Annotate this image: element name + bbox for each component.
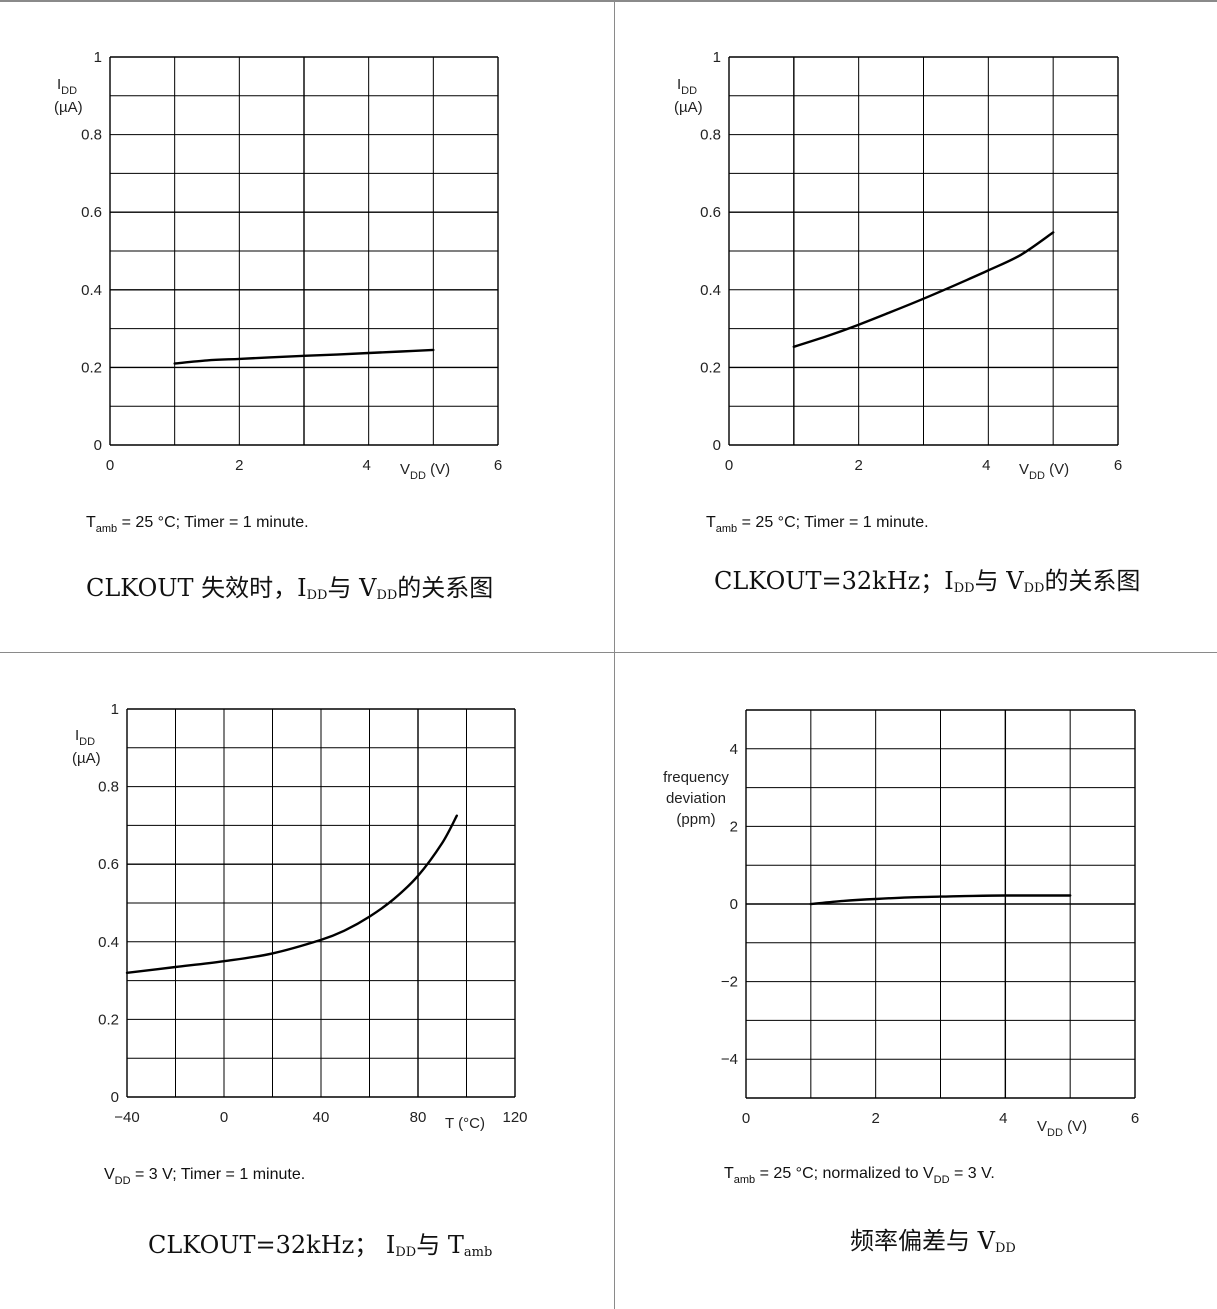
chart-2-ylabel: IDD (677, 76, 697, 97)
chart-2-x-tick-labels: 0 2 4 6 (725, 457, 1122, 474)
y-tick-label: 0.8 (700, 127, 721, 144)
x-tick-label: 40 (313, 1109, 330, 1126)
chart-idd-vs-tamb: −40 0 40 80 120 0 0.2 0.4 0.6 0.8 1 IDD (µA) T (°C… (72, 701, 528, 1260)
chart-3-x-tick-labels: −40 0 40 80 120 (114, 1109, 527, 1126)
y-tick-label: 0 (730, 896, 738, 913)
y-tick-label: −4 (721, 1051, 738, 1068)
chart-2-xlabel: VDD (V) (1019, 461, 1069, 482)
chart-3-series-line (125, 814, 458, 974)
y-tick-label: 0 (94, 437, 102, 454)
y-tick-label: 0.8 (81, 127, 102, 144)
chart-2-grid (728, 56, 1119, 446)
y-tick-label: −2 (721, 974, 738, 991)
chart-4-xlabel: VDD (V) (1037, 1118, 1087, 1139)
x-tick-label: 6 (1114, 457, 1122, 474)
vertical-divider (614, 0, 615, 1309)
chart-1-title: CLKOUT 失效时，IDD与 VDD的关系图 (86, 574, 493, 603)
chart-3-grid (126, 708, 516, 1098)
chart-1-grid (109, 56, 499, 446)
y-tick-label: 0 (713, 437, 721, 454)
y-tick-label: 0.2 (81, 359, 102, 376)
y-tick-label: 0.2 (98, 1011, 119, 1028)
chart-4-caption: Tamb = 25 °C; normalized to VDD = 3 V. (724, 1165, 995, 1186)
chart-4-ylabel-line-2: deviation (666, 790, 726, 807)
x-tick-label: 2 (235, 457, 243, 474)
horizontal-divider (0, 652, 1217, 653)
y-tick-label: 0.6 (700, 204, 721, 221)
y-tick-label: 0.6 (98, 856, 119, 873)
y-tick-label: 1 (111, 701, 119, 718)
chart-1-series-line (173, 348, 435, 365)
x-tick-label: 6 (494, 457, 502, 474)
chart-4-grid (745, 709, 1136, 1099)
y-tick-label: 0.4 (700, 282, 721, 299)
chart-1-caption: Tamb = 25 °C; Timer = 1 minute. (86, 514, 309, 535)
chart-4-ylabel-line-3: (ppm) (676, 811, 715, 828)
chart-2-ylabel-unit: (µA) (674, 99, 703, 116)
y-tick-label: 1 (94, 49, 102, 66)
x-tick-label: 0 (106, 457, 114, 474)
chart-4-x-tick-labels: 0 2 4 6 (742, 1110, 1139, 1127)
x-tick-label: −40 (114, 1109, 139, 1126)
chart-4-ylabel-line-1: frequency (663, 769, 729, 786)
chart-2-caption: Tamb = 25 °C; Timer = 1 minute. (706, 514, 929, 535)
y-tick-label: 0.4 (98, 934, 119, 951)
y-tick-label: 0.6 (81, 204, 102, 221)
x-tick-label: 4 (362, 457, 370, 474)
chart-1-ylabel-unit: (µA) (54, 99, 83, 116)
x-tick-label: 4 (982, 457, 990, 474)
chart-3-ylabel-unit: (µA) (72, 750, 101, 767)
chart-idd-vs-vdd-clkout-32khz: 0 2 4 6 0 0.2 0.4 0.6 0.8 1 IDD (µA) VDD (V) Tam… (674, 49, 1140, 596)
chart-3-ylabel: IDD (75, 727, 95, 748)
chart-1-y-tick-labels: 0 0.2 0.4 0.6 0.8 1 (81, 49, 102, 454)
x-tick-label: 0 (725, 457, 733, 474)
y-tick-label: 1 (713, 49, 721, 66)
chart-4-title: 频率偏差与 VDD (850, 1227, 1016, 1256)
top-border (0, 0, 1217, 2)
chart-2-series-line (792, 231, 1055, 348)
x-tick-label: 80 (410, 1109, 427, 1126)
chart-1-xlabel: VDD (V) (400, 461, 450, 482)
chart-3-caption: VDD = 3 V; Timer = 1 minute. (104, 1166, 305, 1187)
x-tick-label: 6 (1131, 1110, 1139, 1127)
chart-frequency-deviation-vs-vdd: 0 2 4 6 −4 −2 0 2 4 frequency deviation (ppm) V… (663, 709, 1139, 1256)
x-tick-label: 4 (999, 1110, 1007, 1127)
chart-3-y-tick-labels: 0 0.2 0.4 0.6 0.8 1 (98, 701, 119, 1106)
x-tick-label: 120 (502, 1109, 527, 1126)
x-tick-label: 2 (871, 1110, 879, 1127)
y-tick-label: 0 (111, 1089, 119, 1106)
chart-idd-vs-vdd-clkout-disabled: 0 2 4 6 0 0.2 0.4 0.6 0.8 1 IDD (µA) VDD (V) Tam… (54, 49, 502, 603)
chart-2-y-tick-labels: 0 0.2 0.4 0.6 0.8 1 (700, 49, 721, 454)
y-tick-label: 0.2 (700, 359, 721, 376)
y-tick-label: 0.8 (98, 779, 119, 796)
y-tick-label: 4 (730, 741, 738, 758)
x-tick-label: 2 (854, 457, 862, 474)
y-tick-label: 0.4 (81, 282, 102, 299)
x-tick-label: 0 (742, 1110, 750, 1127)
chart-4-y-tick-labels: −4 −2 0 2 4 (721, 741, 738, 1068)
chart-1-x-tick-labels: 0 2 4 6 (106, 457, 502, 474)
chart-3-title: CLKOUT=32kHz； IDD与 Tamb (148, 1231, 492, 1260)
chart-1-ylabel: IDD (57, 76, 77, 97)
chart-3-xlabel: T (°C) (445, 1115, 485, 1132)
chart-4-series-line (809, 894, 1072, 906)
y-tick-label: 2 (730, 818, 738, 835)
x-tick-label: 0 (220, 1109, 228, 1126)
chart-2-title: CLKOUT=32kHz；IDD与 VDD的关系图 (714, 567, 1140, 596)
